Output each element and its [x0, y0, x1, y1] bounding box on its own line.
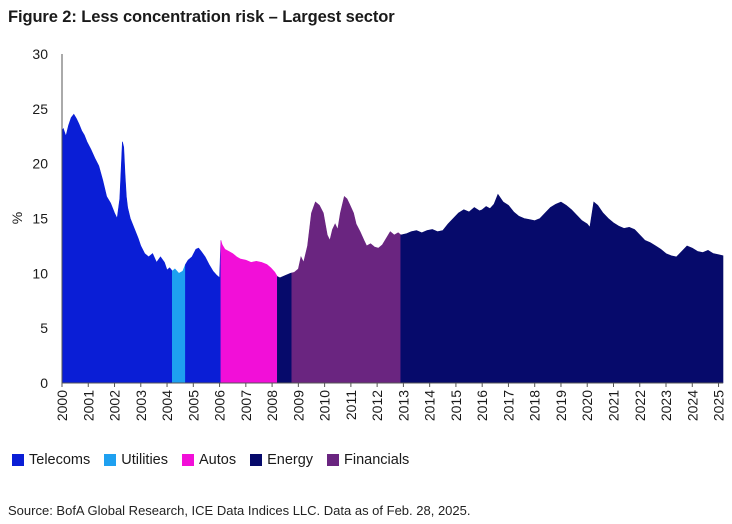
x-tick-label: 2010 [317, 390, 333, 421]
legend-label: Energy [267, 452, 314, 468]
x-tick-label: 2020 [579, 390, 595, 421]
area-regions [61, 113, 724, 384]
legend-item-telecoms: Telecoms [12, 452, 90, 468]
x-tick-label: 2025 [711, 390, 727, 421]
legend-swatch [104, 454, 117, 466]
legend-item-autos: Autos [181, 452, 237, 468]
legend: Telecoms Utilities Autos Energy Financials [12, 452, 423, 468]
chart-title: Figure 2: Less concentration risk – Larg… [8, 8, 395, 26]
x-tick-label: 2006 [212, 390, 228, 421]
area-financials-5 [291, 196, 402, 384]
x-tick-label: 2014 [422, 390, 438, 421]
x-tick-label: 2004 [159, 390, 175, 421]
y-tick-label: 25 [32, 101, 48, 117]
x-tick-label: 2012 [369, 390, 385, 421]
x-tick-label: 2021 [605, 390, 621, 421]
area-energy-6 [400, 193, 724, 384]
y-tick-label: 15 [32, 211, 48, 227]
y-tick-label: 10 [32, 265, 48, 281]
x-tick-label: 2005 [185, 390, 201, 421]
x-tick-label: 2023 [658, 390, 674, 421]
source-note: Source: BofA Global Research, ICE Data I… [8, 503, 471, 518]
area-telecoms-2 [185, 240, 222, 384]
x-tick-label: 2013 [395, 390, 411, 421]
x-tick-label: 2003 [133, 390, 149, 421]
x-tick-label: 2000 [54, 390, 70, 421]
x-tick-label: 2022 [632, 390, 648, 421]
x-tick-label: 2008 [264, 390, 280, 421]
legend-item-energy: Energy [250, 452, 313, 468]
x-tick-label: 2001 [80, 390, 96, 421]
area-autos-3 [220, 240, 278, 384]
legend-label: Autos [198, 452, 237, 468]
y-axis: 0 5 10 15 20 25 30 [32, 46, 63, 391]
area-telecoms-0 [61, 113, 173, 384]
area-utilities-1 [172, 264, 186, 384]
y-tick-label: 30 [32, 46, 48, 62]
legend-swatch [12, 454, 24, 466]
x-tick-label: 2011 [343, 390, 359, 420]
legend-item-utilities: Utilities [104, 452, 168, 468]
x-tick-label: 2002 [107, 390, 123, 421]
legend-swatch [181, 454, 194, 466]
y-axis-label: % [9, 212, 25, 224]
x-tick-label: 2019 [553, 390, 569, 421]
legend-label: Utilities [121, 452, 168, 468]
legend-label: Telecoms [29, 452, 91, 468]
legend-swatch [250, 454, 263, 466]
y-tick-label: 0 [40, 375, 48, 391]
area-energy-4 [277, 272, 293, 384]
x-axis: 2000 2001 2002 2003 2004 2005 2006 2007 2008 2009… [54, 382, 727, 421]
x-tick-label: 2007 [238, 390, 254, 421]
x-tick-label: 2009 [290, 390, 306, 421]
legend-label: Financials [344, 452, 410, 468]
x-tick-label: 2018 [527, 390, 543, 421]
x-tick-label: 2015 [448, 390, 464, 421]
x-tick-label: 2024 [684, 390, 700, 421]
x-tick-label: 2016 [474, 390, 490, 421]
y-tick-label: 5 [40, 320, 48, 336]
legend-item-financials: Financials [327, 452, 409, 468]
x-tick-label: 2017 [500, 390, 516, 421]
y-tick-label: 20 [32, 156, 48, 172]
legend-swatch [327, 454, 340, 466]
